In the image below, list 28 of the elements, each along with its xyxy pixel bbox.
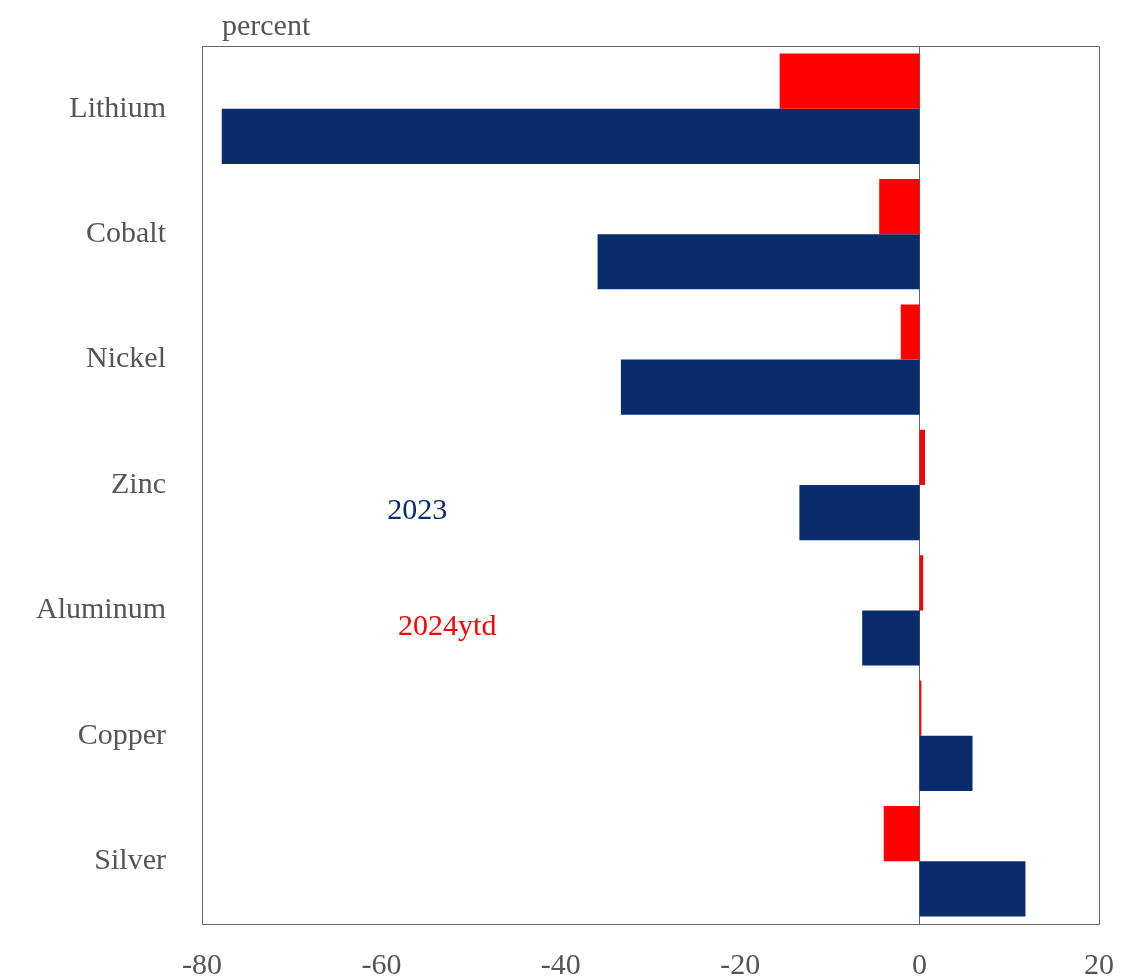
y-tick-label: Aluminum <box>35 591 166 625</box>
text: 2024ytd <box>398 608 497 642</box>
y-tick-label: Copper <box>77 716 166 750</box>
x-tick-label: 20 <box>1084 946 1114 979</box>
bar <box>779 53 920 109</box>
bar <box>879 178 920 235</box>
x-tick-label: -60 <box>361 946 402 979</box>
x-tick-label: -20 <box>720 946 761 979</box>
bar <box>620 359 920 415</box>
bar <box>919 735 973 792</box>
x-tick-label: 0 <box>912 946 928 979</box>
y-tick-label: Zinc <box>111 465 166 499</box>
x-tick-label: -80 <box>182 946 222 979</box>
y-tick-label: Cobalt <box>86 215 167 249</box>
x-axis-title: percent <box>222 7 311 41</box>
x-tick-label: -40 <box>540 946 581 979</box>
bar <box>799 485 920 541</box>
y-tick-label: Nickel <box>86 340 166 374</box>
y-tick-label: Silver <box>94 842 166 876</box>
bar <box>883 806 920 862</box>
bar <box>597 234 920 290</box>
bar <box>862 610 920 666</box>
text: 2023 <box>387 492 448 526</box>
y-tick-label: Lithium <box>69 89 166 123</box>
bar <box>919 429 925 485</box>
bar <box>900 304 920 360</box>
bar <box>221 108 920 164</box>
bar <box>919 861 1026 917</box>
